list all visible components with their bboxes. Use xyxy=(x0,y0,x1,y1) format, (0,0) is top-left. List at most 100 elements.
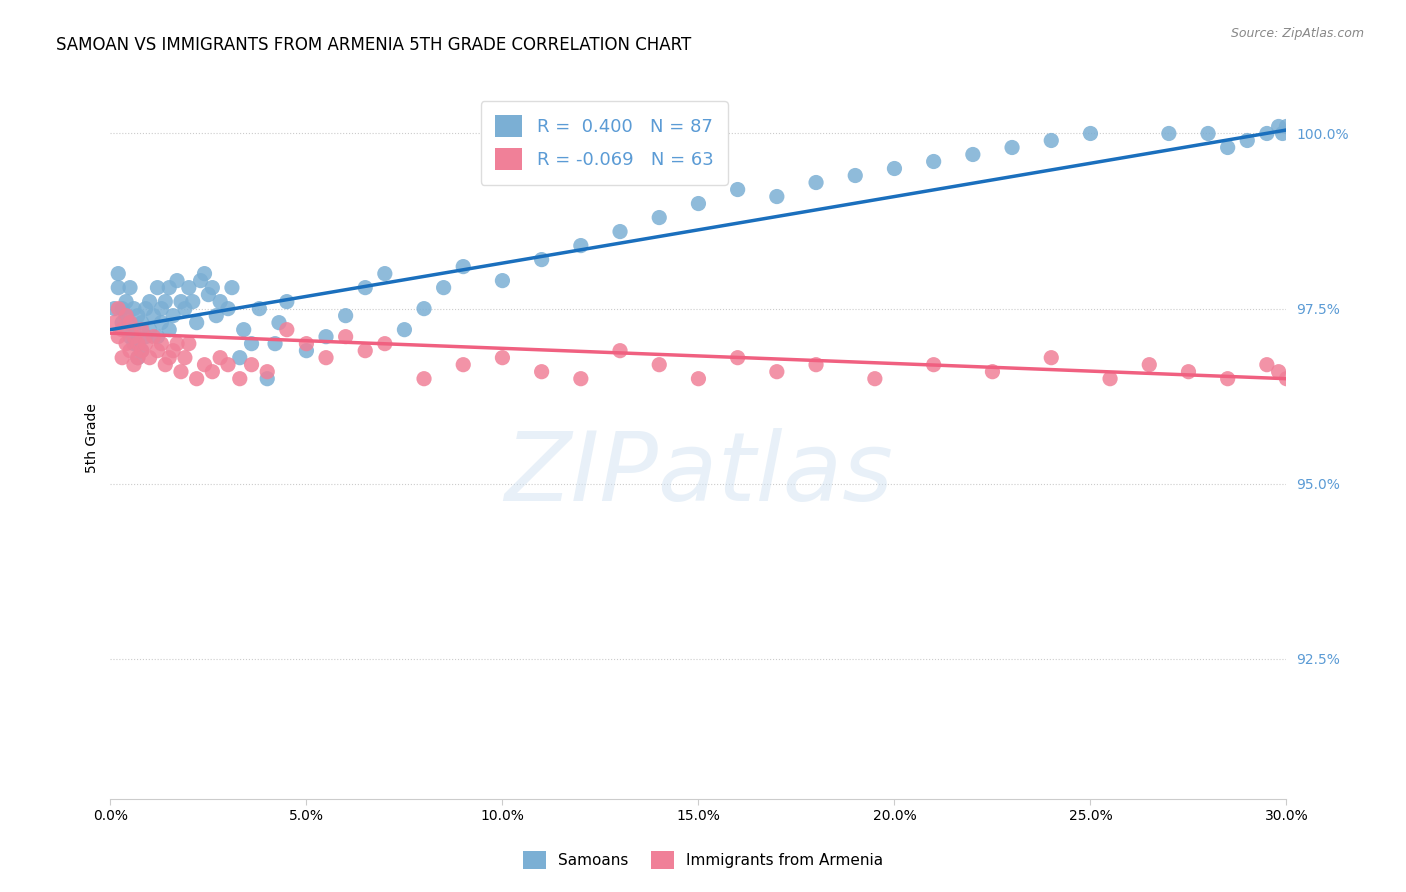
Point xyxy=(146,329,169,343)
Point xyxy=(413,301,436,316)
Point xyxy=(609,343,631,358)
Point xyxy=(394,323,416,337)
Point xyxy=(229,372,252,386)
Point xyxy=(315,351,337,365)
Point xyxy=(240,358,263,372)
Point xyxy=(107,280,129,294)
Point xyxy=(1099,372,1122,386)
Point xyxy=(766,365,789,379)
Point xyxy=(127,351,149,365)
Point xyxy=(127,309,149,323)
Point xyxy=(1275,372,1298,386)
Point xyxy=(135,336,157,351)
Point xyxy=(648,211,671,225)
Point xyxy=(267,316,290,330)
Point xyxy=(217,358,239,372)
Point xyxy=(122,358,145,372)
Point xyxy=(190,274,212,288)
Point xyxy=(115,309,138,323)
Point xyxy=(217,301,239,316)
Point xyxy=(115,336,138,351)
Point xyxy=(1271,127,1294,141)
Point xyxy=(804,176,827,190)
Point xyxy=(122,323,145,337)
Point xyxy=(201,280,224,294)
Point xyxy=(181,294,204,309)
Point xyxy=(276,323,298,337)
Point xyxy=(197,287,219,301)
Point xyxy=(122,301,145,316)
Point xyxy=(844,169,866,183)
Point xyxy=(451,358,474,372)
Point xyxy=(111,316,134,330)
Point xyxy=(1236,134,1258,148)
Point xyxy=(166,274,188,288)
Point xyxy=(111,323,134,337)
Point xyxy=(118,316,141,330)
Point xyxy=(295,336,318,351)
Point xyxy=(1256,127,1278,141)
Point xyxy=(142,309,165,323)
Point xyxy=(186,372,208,386)
Text: Source: ZipAtlas.com: Source: ZipAtlas.com xyxy=(1230,27,1364,40)
Point xyxy=(1177,365,1199,379)
Point xyxy=(264,336,287,351)
Point xyxy=(962,147,984,161)
Point xyxy=(115,294,138,309)
Point xyxy=(1256,358,1278,372)
Point xyxy=(727,351,749,365)
Point xyxy=(150,316,173,330)
Point xyxy=(569,238,592,252)
Point xyxy=(131,316,153,330)
Point xyxy=(491,351,513,365)
Point xyxy=(127,336,149,351)
Point xyxy=(1197,127,1219,141)
Point xyxy=(335,329,357,343)
Point xyxy=(247,301,270,316)
Point xyxy=(209,294,232,309)
Point xyxy=(609,225,631,239)
Point xyxy=(157,323,180,337)
Point xyxy=(170,365,193,379)
Point xyxy=(766,189,789,203)
Point xyxy=(115,309,138,323)
Point xyxy=(138,294,160,309)
Point xyxy=(354,280,377,294)
Point xyxy=(229,351,252,365)
Point xyxy=(111,351,134,365)
Point xyxy=(315,329,337,343)
Point xyxy=(107,267,129,281)
Point xyxy=(232,323,254,337)
Point xyxy=(118,280,141,294)
Point xyxy=(162,309,184,323)
Point xyxy=(135,329,157,343)
Point xyxy=(804,358,827,372)
Point xyxy=(922,154,945,169)
Text: SAMOAN VS IMMIGRANTS FROM ARMENIA 5TH GRADE CORRELATION CHART: SAMOAN VS IMMIGRANTS FROM ARMENIA 5TH GR… xyxy=(56,36,692,54)
Point xyxy=(335,309,357,323)
Point xyxy=(1275,120,1298,134)
Point xyxy=(138,323,160,337)
Point xyxy=(103,301,125,316)
Point xyxy=(177,280,200,294)
Point xyxy=(569,372,592,386)
Point xyxy=(530,252,553,267)
Point xyxy=(118,329,141,343)
Legend: R =  0.400   N = 87, R = -0.069   N = 63: R = 0.400 N = 87, R = -0.069 N = 63 xyxy=(481,101,728,185)
Point xyxy=(1157,127,1180,141)
Point xyxy=(150,336,173,351)
Point xyxy=(354,343,377,358)
Point xyxy=(155,294,177,309)
Point xyxy=(127,351,149,365)
Point xyxy=(142,329,165,343)
Point xyxy=(433,280,456,294)
Point xyxy=(451,260,474,274)
Point xyxy=(1001,140,1024,154)
Point xyxy=(648,358,671,372)
Point xyxy=(174,301,197,316)
Point xyxy=(1267,365,1289,379)
Point xyxy=(135,301,157,316)
Legend: Samoans, Immigrants from Armenia: Samoans, Immigrants from Armenia xyxy=(516,845,890,875)
Point xyxy=(530,365,553,379)
Point xyxy=(863,372,886,386)
